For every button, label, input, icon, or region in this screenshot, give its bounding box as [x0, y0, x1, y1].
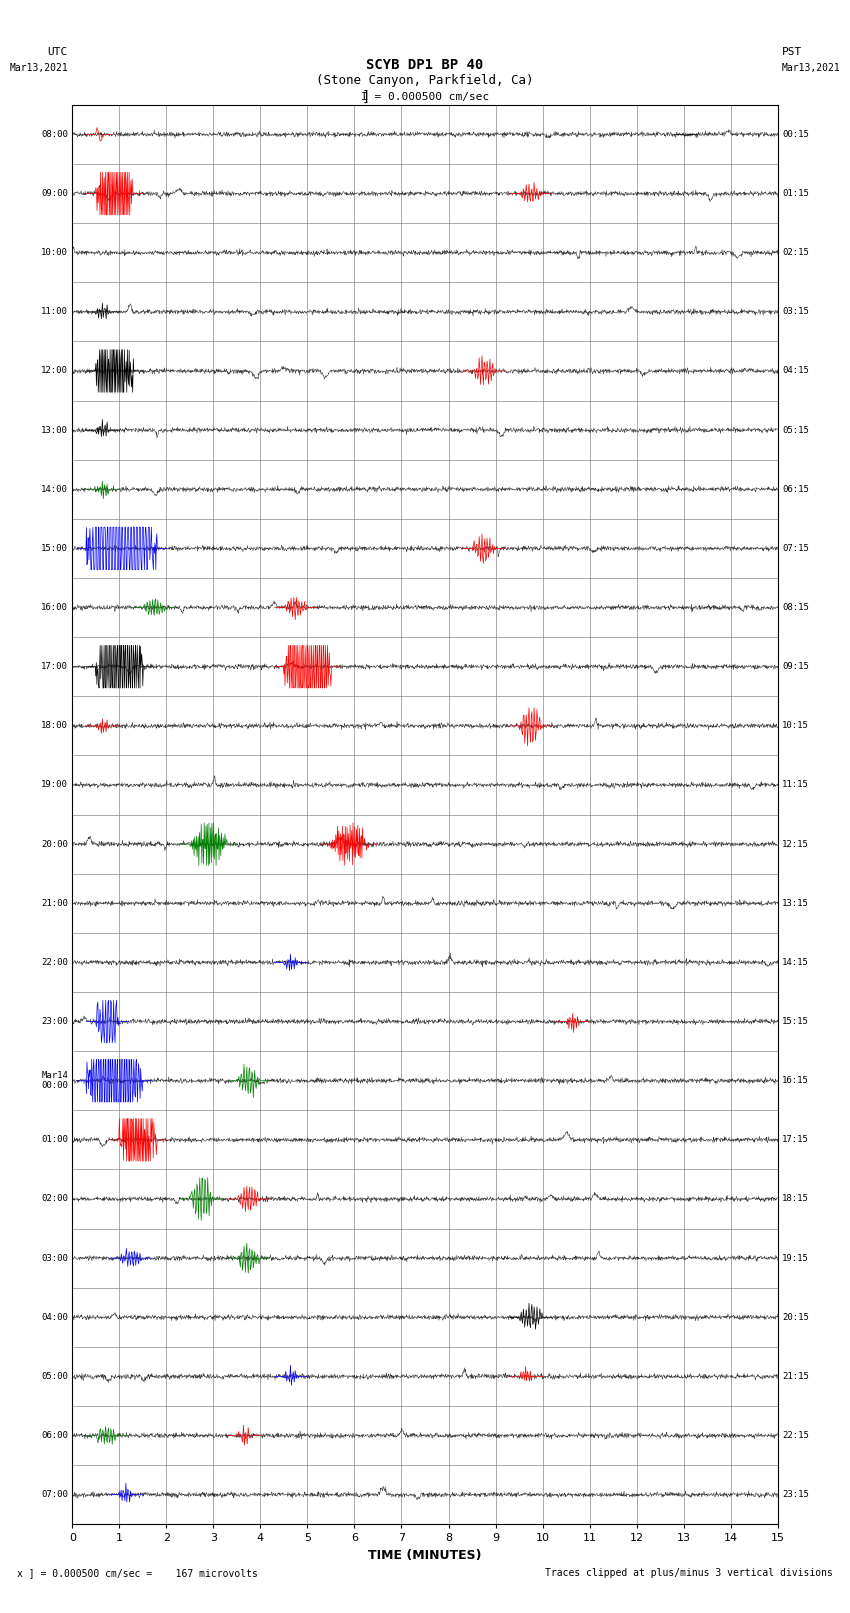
Text: x ] = 0.000500 cm/sec =    167 microvolts: x ] = 0.000500 cm/sec = 167 microvolts: [17, 1568, 258, 1578]
Text: 04:15: 04:15: [782, 366, 809, 376]
Text: PST: PST: [782, 47, 802, 56]
Text: 11:15: 11:15: [782, 781, 809, 789]
Text: 20:15: 20:15: [782, 1313, 809, 1321]
Text: 13:00: 13:00: [41, 426, 68, 434]
Text: 10:15: 10:15: [782, 721, 809, 731]
Text: 14:00: 14:00: [41, 486, 68, 494]
Text: 07:15: 07:15: [782, 544, 809, 553]
Text: (Stone Canyon, Parkfield, Ca): (Stone Canyon, Parkfield, Ca): [316, 74, 534, 87]
Text: 08:15: 08:15: [782, 603, 809, 611]
Text: 17:00: 17:00: [41, 663, 68, 671]
Text: 02:15: 02:15: [782, 248, 809, 256]
Text: Mar14
00:00: Mar14 00:00: [41, 1071, 68, 1090]
Text: 18:00: 18:00: [41, 721, 68, 731]
Text: 13:15: 13:15: [782, 898, 809, 908]
Text: 11:00: 11:00: [41, 308, 68, 316]
Text: 20:00: 20:00: [41, 840, 68, 848]
Text: SCYB DP1 BP 40: SCYB DP1 BP 40: [366, 58, 484, 71]
Text: 05:15: 05:15: [782, 426, 809, 434]
Text: 16:15: 16:15: [782, 1076, 809, 1086]
Text: 02:00: 02:00: [41, 1195, 68, 1203]
Text: 12:00: 12:00: [41, 366, 68, 376]
Text: 23:15: 23:15: [782, 1490, 809, 1498]
Text: 17:15: 17:15: [782, 1136, 809, 1144]
Text: 09:15: 09:15: [782, 663, 809, 671]
Text: 22:15: 22:15: [782, 1431, 809, 1440]
Text: Mar13,2021: Mar13,2021: [782, 63, 841, 73]
Text: ]: ]: [361, 90, 370, 103]
Text: 08:00: 08:00: [41, 131, 68, 139]
Text: 16:00: 16:00: [41, 603, 68, 611]
Text: UTC: UTC: [48, 47, 68, 56]
Text: 01:00: 01:00: [41, 1136, 68, 1144]
Text: 19:00: 19:00: [41, 781, 68, 789]
Text: 21:00: 21:00: [41, 898, 68, 908]
Text: 12:15: 12:15: [782, 840, 809, 848]
Text: 15:15: 15:15: [782, 1018, 809, 1026]
Text: 18:15: 18:15: [782, 1195, 809, 1203]
Text: 06:15: 06:15: [782, 486, 809, 494]
Text: 21:15: 21:15: [782, 1373, 809, 1381]
Text: Traces clipped at plus/minus 3 vertical divisions: Traces clipped at plus/minus 3 vertical …: [545, 1568, 833, 1578]
Text: Mar13,2021: Mar13,2021: [9, 63, 68, 73]
Text: 00:15: 00:15: [782, 131, 809, 139]
Text: 06:00: 06:00: [41, 1431, 68, 1440]
X-axis label: TIME (MINUTES): TIME (MINUTES): [368, 1548, 482, 1561]
Text: 05:00: 05:00: [41, 1373, 68, 1381]
Text: 03:15: 03:15: [782, 308, 809, 316]
Text: 04:00: 04:00: [41, 1313, 68, 1321]
Text: I = 0.000500 cm/sec: I = 0.000500 cm/sec: [361, 92, 489, 102]
Text: 09:00: 09:00: [41, 189, 68, 198]
Text: 23:00: 23:00: [41, 1018, 68, 1026]
Text: 15:00: 15:00: [41, 544, 68, 553]
Text: 14:15: 14:15: [782, 958, 809, 966]
Text: 07:00: 07:00: [41, 1490, 68, 1498]
Text: 10:00: 10:00: [41, 248, 68, 256]
Text: 01:15: 01:15: [782, 189, 809, 198]
Text: 19:15: 19:15: [782, 1253, 809, 1263]
Text: 03:00: 03:00: [41, 1253, 68, 1263]
Text: 22:00: 22:00: [41, 958, 68, 966]
